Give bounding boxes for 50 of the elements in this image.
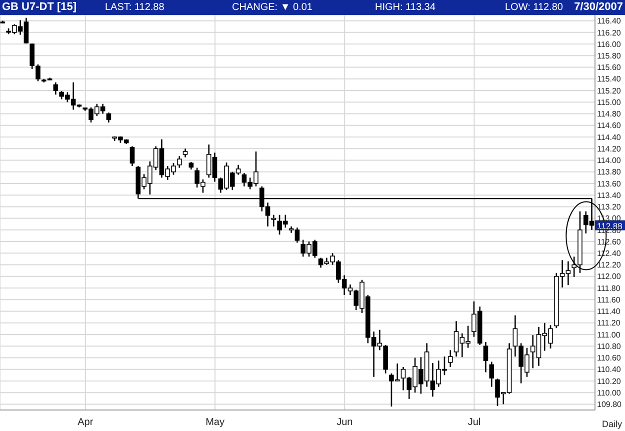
chart-title: GB U7-DT [15] [2,0,77,15]
candlestick [176,156,182,168]
text: CHANGE: ▼ 0.01 [232,1,312,15]
candlestick [130,146,135,167]
y-tick-label: 111.00 [597,330,621,340]
candlestick [106,112,112,124]
candlestick [271,214,276,228]
y-tick-label: 116.00 [597,40,622,49]
y-tick-label: 116.40 [597,16,622,26]
candlestick [489,361,494,388]
candlestick [53,82,58,96]
y-tick-label: 115.60 [597,63,622,72]
text: Daily [602,419,622,429]
text: LAST: 112.88 [105,1,164,15]
y-tick-label: 110.80 [597,342,622,351]
y-tick-label: 110.20 [597,376,622,386]
x-tick-label: May [206,417,224,428]
text: 7/30/2007 [574,0,623,15]
y-tick-label: 113.60 [597,179,622,188]
y-tick-label: 111.20 [597,318,621,328]
y-tick-label: 113.40 [597,190,622,200]
y-tick-label: 112.20 [597,260,622,270]
text: HIGH: 113.34 [375,1,436,15]
y-tick-label: 114.00 [597,156,622,166]
y-tick-label: 110.60 [597,354,622,363]
text: LOW: 112.80 [505,1,563,15]
y-tick-label: 111.80 [597,284,621,293]
x-tick-label: Jul [468,417,481,428]
x-tick-label: Jun [336,417,353,428]
y-tick-label: 112.00 [597,272,622,282]
y-tick-label: 113.80 [597,168,622,177]
candlestick [483,341,488,373]
y-tick-label: 114.60 [597,121,622,130]
y-tick-label: 110.40 [597,365,622,374]
y-tick-label: 114.20 [597,144,622,154]
x-tick-label: Apr [78,417,94,428]
candlestick [448,350,453,368]
y-tick-label: 111.60 [597,295,621,304]
y-tick-label: 109.80 [597,400,622,410]
y-tick-label: 115.00 [597,98,622,107]
y-tick-label: 111.40 [597,307,621,316]
y-tick-label: 116.20 [597,28,622,38]
y-tick-label: 114.40 [597,132,622,142]
y-tick-label: 113.20 [597,202,622,212]
y-tick-label: 115.80 [597,52,622,60]
y-tick-label: 114.80 [597,110,622,119]
y-tick-label: 110.00 [597,388,622,398]
y-tick-label: 115.20 [597,86,622,96]
candlestick [572,256,576,278]
y-tick-label: 115.40 [597,74,622,84]
